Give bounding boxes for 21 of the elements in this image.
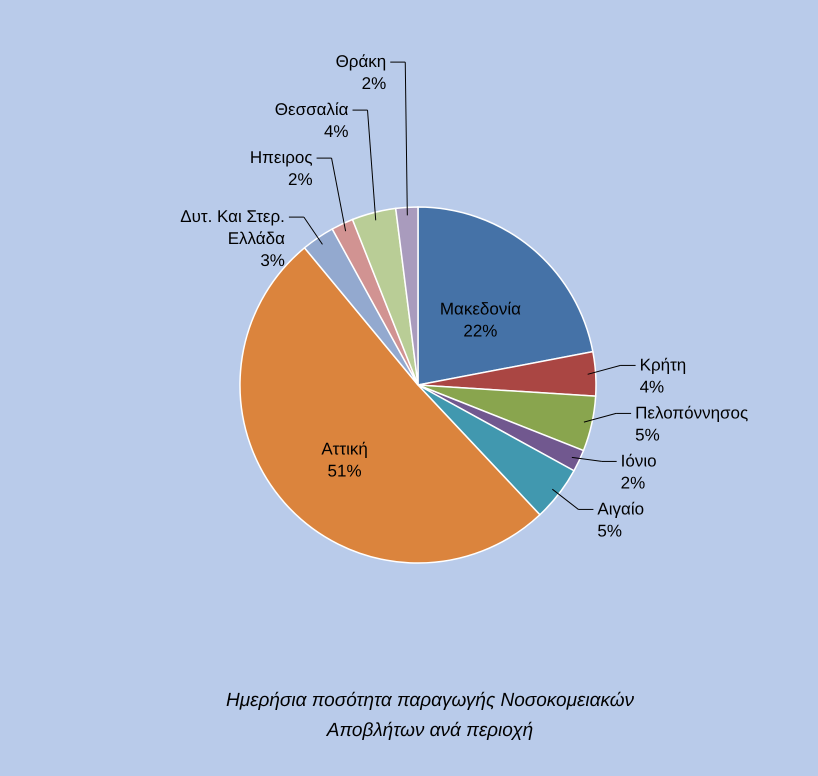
data-label: 4% xyxy=(640,377,664,396)
slice-label: Αιγαίο xyxy=(597,499,644,518)
data-label: 3% xyxy=(260,251,285,270)
slice-label: Αττική xyxy=(321,440,368,459)
slice-label: Ιόνιο xyxy=(620,451,657,470)
data-label: 5% xyxy=(597,521,622,540)
data-label: 2% xyxy=(362,74,386,94)
slice-label: Κρήτη xyxy=(640,355,686,374)
slice-label: Δυτ. Και Στερ. Ελλάδα xyxy=(180,207,286,248)
data-label: 2% xyxy=(620,473,646,492)
data-label: 4% xyxy=(324,122,349,142)
slice-label: Πελοπόννησος xyxy=(635,403,748,422)
slice-label: Ηπειρος xyxy=(250,148,313,168)
slice-label: Θεσσαλία xyxy=(274,100,349,120)
data-label: 22% xyxy=(463,322,498,341)
slice-label: Θράκη xyxy=(336,52,386,72)
data-label: 5% xyxy=(635,425,660,444)
text: Ημερήσια ποσότητα παραγωγής Νοσοκομειακών Αποβλήτων ανά περιοχή xyxy=(226,690,634,741)
data-label: 51% xyxy=(328,462,362,481)
data-label: 2% xyxy=(288,170,313,190)
slice-label: Μακεδονία xyxy=(440,300,522,319)
